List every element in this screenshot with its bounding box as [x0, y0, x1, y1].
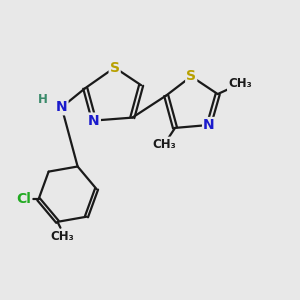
Text: N: N [88, 114, 100, 128]
Text: CH₃: CH₃ [153, 138, 177, 151]
Text: CH₃: CH₃ [228, 77, 252, 90]
Text: H: H [38, 93, 47, 106]
Text: N: N [56, 100, 68, 114]
Text: S: S [186, 69, 196, 83]
Text: S: S [110, 61, 120, 75]
Text: Cl: Cl [16, 192, 31, 206]
Text: N: N [203, 118, 215, 132]
Text: CH₃: CH₃ [50, 230, 74, 243]
